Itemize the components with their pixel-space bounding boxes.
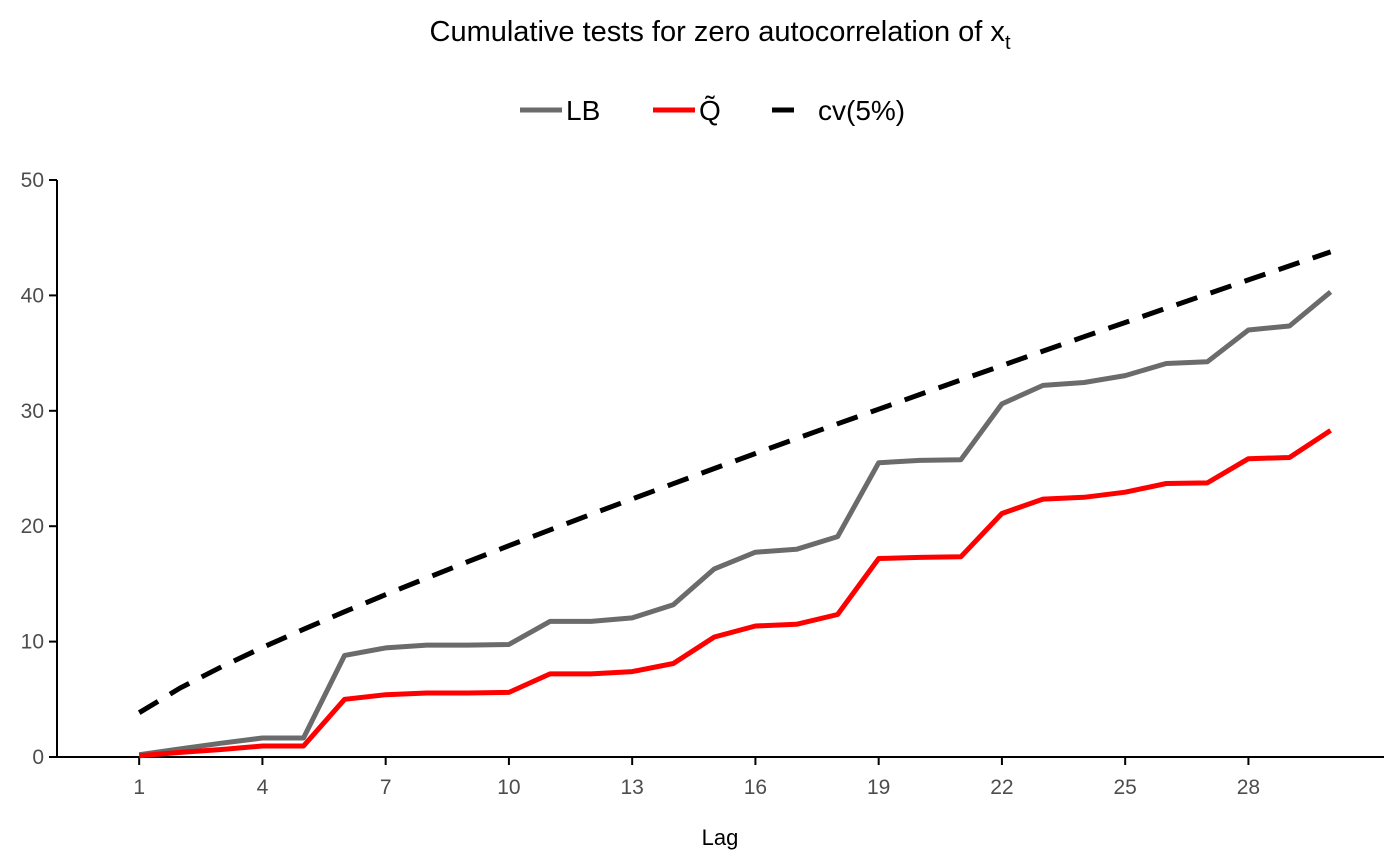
- y-tick-label: 50: [21, 169, 44, 192]
- legend: LB Q̃ cv(5%): [520, 95, 905, 126]
- x-tick-label: 16: [744, 776, 767, 799]
- x-tick-label: 13: [620, 776, 643, 799]
- y-tick-label: 10: [21, 631, 44, 654]
- x-tick-label: 25: [1113, 776, 1136, 799]
- y-tick-label: 0: [32, 746, 44, 769]
- series-layer: [137, 249, 1333, 759]
- chart-title: Cumulative tests for zero autocorrelatio…: [430, 16, 1011, 54]
- x-tick-label: 10: [497, 776, 520, 799]
- x-tick-label: 4: [257, 776, 269, 799]
- x-tick-label: 1: [133, 776, 145, 799]
- series-line-lb: [138, 289, 1333, 758]
- chart-title-subscript: t: [1005, 32, 1011, 54]
- legend-item: LB: [520, 95, 600, 126]
- series-line-cv5: [137, 249, 1332, 715]
- y-tick-label: 30: [21, 400, 44, 423]
- y-tick-label: 20: [21, 515, 44, 538]
- x-tick-label: 7: [380, 776, 392, 799]
- legend-item: cv(5%): [772, 95, 905, 126]
- chart-title-main: Cumulative tests for zero autocorrelatio…: [430, 16, 1006, 48]
- y-tick-label: 40: [21, 284, 44, 307]
- legend-label: Q̃: [699, 95, 721, 126]
- x-tick-label: 19: [867, 776, 890, 799]
- x-tick-label: 28: [1237, 776, 1260, 799]
- legend-label: LB: [566, 95, 600, 126]
- legend-item: Q̃: [653, 95, 721, 126]
- x-tick-label: 22: [990, 776, 1013, 799]
- x-axis-title: Lag: [702, 825, 739, 850]
- series-line-q: [138, 428, 1332, 759]
- axes: 0 10 20 30 40 50 1 4 7 10 13 16 19 22 25 28: [21, 169, 1384, 799]
- legend-label: cv(5%): [818, 95, 905, 126]
